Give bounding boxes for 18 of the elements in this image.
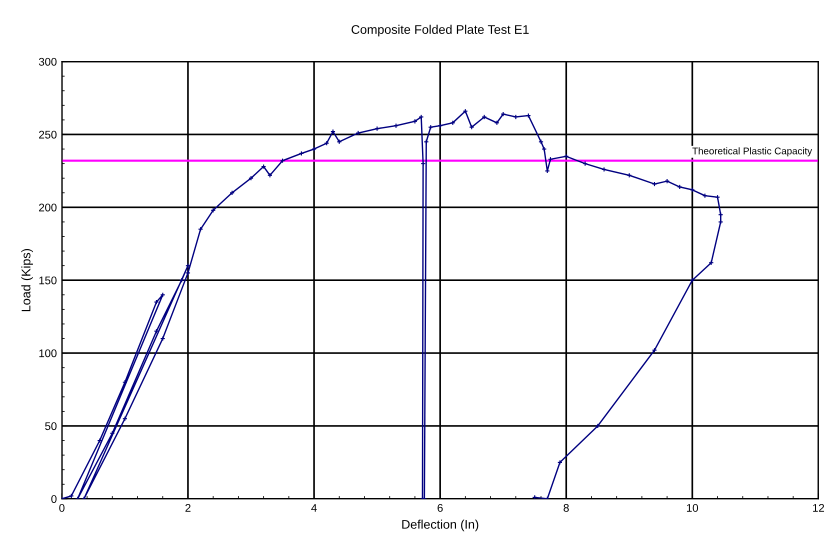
ref-line-label: Theoretical Plastic Capacity	[692, 147, 812, 156]
y-tick-label: 250	[39, 130, 57, 139]
y-tick-label: 100	[39, 349, 57, 358]
y-tick-label: 50	[45, 422, 57, 430]
x-tick-label: 2	[185, 504, 190, 512]
y-tick-label: 200	[39, 204, 57, 212]
y-tick-label: 0	[51, 495, 57, 503]
x-tick-label: 0	[59, 504, 65, 512]
chart-title: Composite Folded Plate Test E1	[352, 24, 529, 36]
y-tick-label: 150	[39, 276, 57, 284]
y-tick-label: 300	[38, 58, 57, 66]
x-tick-label: 12	[813, 504, 824, 512]
x-tick-label: 6	[438, 504, 443, 512]
x-axis-title: Deflection (In)	[402, 520, 478, 532]
x-tick-label: 8	[564, 504, 569, 512]
x-tick-label: 4	[311, 504, 317, 512]
y-axis-title: Load (Kips)	[21, 249, 33, 312]
x-tick-label: 10	[686, 504, 698, 512]
